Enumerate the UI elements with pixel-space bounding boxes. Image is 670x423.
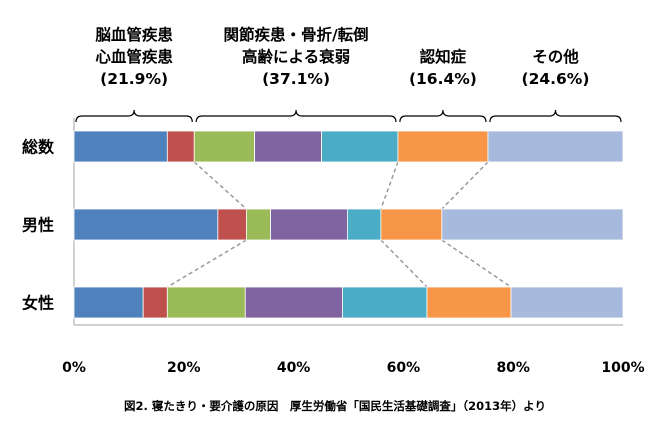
- bar-segment: [426, 286, 512, 319]
- bar-segment: [142, 286, 168, 319]
- group-brace: [195, 109, 397, 123]
- bar-segment: [73, 286, 144, 319]
- group-brace: [489, 109, 622, 123]
- bar-segment: [397, 130, 489, 163]
- bar-segment: [347, 208, 382, 241]
- connector-line: [441, 161, 489, 210]
- group-label: (24.6%): [521, 70, 589, 88]
- bar-segment: [193, 130, 256, 163]
- group-label: (21.9%): [100, 70, 168, 88]
- connector-line: [166, 239, 247, 288]
- bar-segment: [380, 208, 443, 241]
- category-label: 女性: [22, 294, 54, 313]
- bar-segment: [487, 130, 624, 163]
- group-label: 高齢による衰弱: [242, 47, 350, 66]
- chart-caption: 図2. 寝たきり・要介護の原因 厚生労働省「国民生活基礎調査」（2013年）より: [124, 399, 546, 413]
- bar-segment: [73, 208, 219, 241]
- group-label: 関節疾患・骨折/転倒: [223, 25, 368, 44]
- x-tick-label: 20%: [167, 360, 201, 376]
- bar-segment: [244, 286, 343, 319]
- group-label: (37.1%): [262, 70, 330, 88]
- group-label: 心血管疾患: [95, 47, 173, 66]
- group-label: 脳血管疾患: [95, 25, 173, 44]
- bar-segment: [166, 130, 195, 163]
- x-tick-label: 40%: [277, 360, 311, 376]
- bar-layer: [73, 130, 624, 319]
- bar-segment: [321, 130, 399, 163]
- bar-segment: [441, 208, 624, 241]
- group-brace: [399, 109, 487, 123]
- group-label: その他: [532, 47, 579, 66]
- x-tick-label: 100%: [601, 360, 644, 376]
- connector-line: [441, 239, 512, 288]
- bar-segment: [342, 286, 428, 319]
- brace-layer: [75, 109, 622, 123]
- x-tick-label: 0%: [62, 360, 86, 376]
- bar-segment: [270, 208, 348, 241]
- bar-segment: [166, 286, 246, 319]
- connector-line: [380, 239, 428, 288]
- bar-segment: [217, 208, 247, 241]
- group-label: (16.4%): [409, 70, 477, 88]
- category-label: 男性: [22, 216, 54, 235]
- connector-layer: [166, 161, 512, 288]
- bar-segment: [245, 208, 271, 241]
- x-tick-label: 80%: [496, 360, 530, 376]
- group-brace: [75, 109, 193, 123]
- category-label: 総数: [22, 138, 55, 157]
- x-tick-label: 60%: [387, 360, 421, 376]
- connector-line: [380, 161, 399, 210]
- connector-line: [193, 161, 247, 210]
- bar-segment: [73, 130, 168, 163]
- group-label: 認知症: [420, 47, 467, 66]
- bar-segment: [254, 130, 322, 163]
- bar-segment: [510, 286, 624, 319]
